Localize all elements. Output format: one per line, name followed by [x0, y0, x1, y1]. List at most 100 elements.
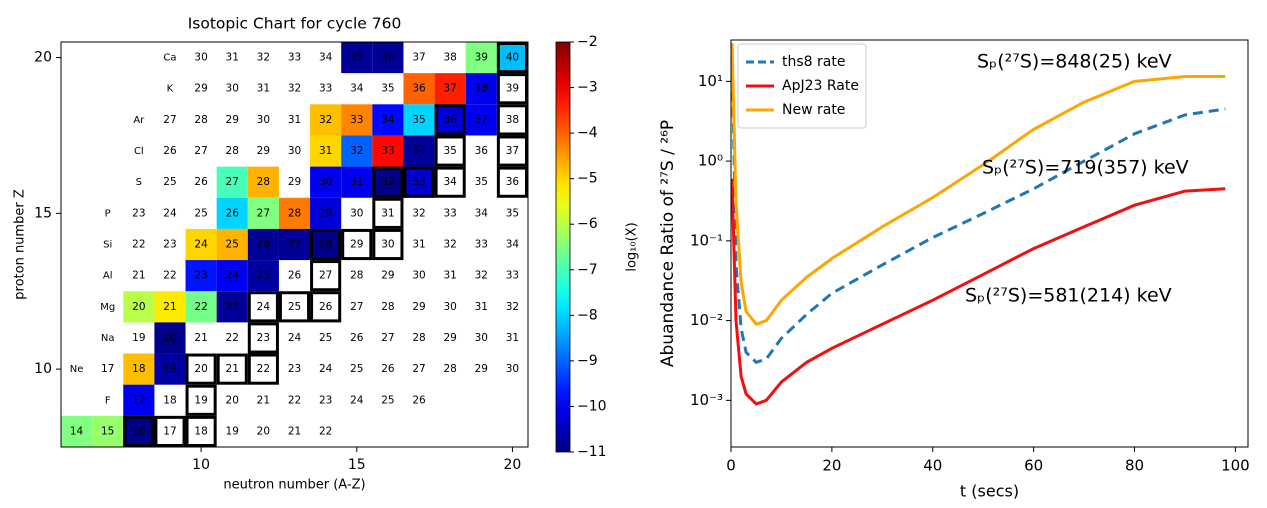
- cell: [465, 104, 497, 136]
- mass-number: 27: [319, 270, 332, 282]
- y-tick-label: 10: [34, 361, 52, 377]
- mass-number: 26: [288, 270, 302, 282]
- element-symbol: F: [105, 395, 111, 406]
- mass-number: 34: [350, 83, 364, 95]
- mass-number: 30: [412, 270, 425, 282]
- series-line: [731, 178, 1226, 406]
- mass-number: 25: [226, 239, 239, 251]
- mass-number: 24: [288, 332, 302, 344]
- stable-border: [247, 322, 279, 354]
- mass-number: 26: [319, 301, 333, 313]
- cell: [185, 260, 217, 292]
- mass-number: 24: [257, 301, 271, 313]
- cell: [496, 42, 528, 74]
- mass-number: 34: [319, 52, 333, 64]
- cell: [465, 42, 497, 74]
- stable-border: [496, 73, 529, 105]
- mass-number: 32: [412, 207, 425, 219]
- x-tick-label: 0: [726, 457, 736, 475]
- cell: [372, 104, 404, 136]
- cell: [185, 228, 217, 261]
- mass-number: 23: [257, 332, 270, 344]
- mass-number: 24: [350, 394, 364, 406]
- stable-border: [310, 260, 342, 292]
- mass-number: 24: [226, 270, 240, 282]
- mass-number: 24: [319, 363, 333, 375]
- element-symbol: Si: [103, 240, 112, 251]
- cell: [216, 291, 248, 323]
- mass-number: 17: [163, 425, 176, 437]
- mass-number: 35: [443, 145, 456, 157]
- mass-number: 23: [226, 301, 239, 313]
- mass-number: 19: [132, 332, 145, 344]
- mass-number: 35: [506, 207, 519, 219]
- cell: [465, 73, 497, 105]
- mass-number: 21: [257, 394, 270, 406]
- mass-number: 22: [132, 239, 145, 251]
- mass-number: 26: [226, 207, 240, 219]
- mass-number: 19: [163, 363, 176, 375]
- cell: [92, 415, 124, 447]
- mass-number: 27: [257, 207, 270, 219]
- colorbar-tick-label: −3: [577, 80, 598, 96]
- mass-number: 35: [381, 83, 394, 95]
- mass-number: 33: [381, 145, 394, 157]
- element-symbol: Ar: [133, 115, 145, 126]
- mass-number: 20: [257, 425, 270, 437]
- mass-number: 28: [319, 239, 332, 251]
- mass-number: 29: [257, 145, 270, 157]
- mass-number: 30: [443, 301, 456, 313]
- mass-number: 30: [288, 145, 301, 157]
- element-symbol: Mg: [100, 302, 115, 313]
- mass-number: 23: [194, 270, 207, 282]
- mass-number: 36: [412, 83, 426, 95]
- element-symbol: Ne: [70, 364, 84, 375]
- mass-number: 31: [288, 114, 301, 126]
- mass-number: 27: [226, 176, 239, 188]
- element-symbol: Na: [101, 333, 115, 344]
- cell: [216, 197, 248, 229]
- mass-number: 29: [226, 114, 239, 126]
- mass-number: 31: [443, 270, 456, 282]
- stable-border: [372, 197, 404, 229]
- mass-number: 33: [475, 239, 488, 251]
- mass-number: 32: [350, 145, 363, 157]
- stable-border: [496, 42, 529, 74]
- mass-number: 30: [226, 83, 239, 95]
- mass-number: 29: [443, 332, 456, 344]
- mass-number: 24: [163, 207, 177, 219]
- mass-number: 32: [381, 176, 394, 188]
- stable-border: [123, 415, 155, 448]
- mass-number: 37: [412, 52, 425, 64]
- cell: [123, 353, 155, 385]
- mass-number: 32: [257, 52, 270, 64]
- cell: [278, 228, 311, 261]
- mass-number: 37: [443, 83, 456, 95]
- stable-border: [278, 291, 311, 323]
- mass-number: 31: [350, 176, 363, 188]
- mass-number: 23: [319, 394, 332, 406]
- cell: [310, 166, 342, 198]
- mass-number: 17: [132, 394, 145, 406]
- cell: [154, 291, 186, 323]
- mass-number: 29: [381, 270, 394, 282]
- element-symbol: Ca: [163, 53, 176, 64]
- mass-number: 25: [257, 270, 270, 282]
- mass-number: 22: [163, 270, 176, 282]
- mass-number: 29: [350, 239, 363, 251]
- x-tick-label: 100: [1221, 457, 1250, 475]
- mass-number: 31: [319, 145, 332, 157]
- mass-number: 28: [443, 363, 456, 375]
- mass-number: 22: [319, 425, 332, 437]
- cell: [123, 415, 155, 447]
- cell: [61, 415, 93, 447]
- x-tick-label: 20: [504, 457, 522, 473]
- cell: [247, 260, 279, 292]
- mass-number: 28: [226, 145, 239, 157]
- mass-number: 32: [319, 114, 332, 126]
- cell: [341, 135, 373, 167]
- mass-number: 35: [475, 176, 488, 188]
- stable-border: [434, 135, 466, 167]
